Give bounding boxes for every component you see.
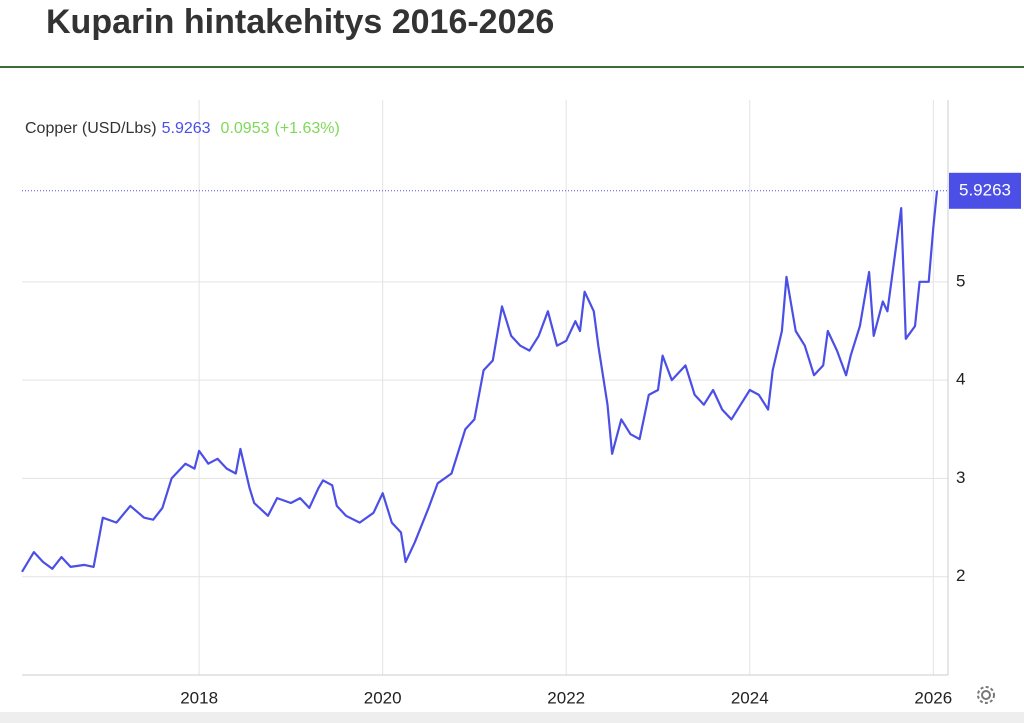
legend-text: 0.0953 — [221, 120, 270, 137]
x-tick-label: 2020 — [364, 688, 402, 707]
legend-text: (+1.63%) — [274, 120, 339, 137]
price-badge-label: 5.9263 — [959, 180, 1011, 199]
x-tick-label: 2018 — [180, 688, 218, 707]
price-line — [21, 190, 939, 573]
title-rule — [0, 66, 1024, 68]
x-tick-label: 2022 — [547, 688, 585, 707]
page-title: Kuparin hintakehitys 2016-2026 — [46, 3, 554, 41]
y-tick-label: 2 — [956, 566, 965, 585]
legend-text: Copper (USD/Lbs) — [25, 120, 157, 137]
y-tick-label: 5 — [956, 271, 965, 290]
y-tick-label: 4 — [956, 370, 965, 389]
x-tick-label: 2026 — [914, 688, 952, 707]
settings-icon[interactable] — [977, 686, 995, 704]
y-tick-label: 3 — [956, 468, 965, 487]
bottom-strip — [0, 712, 1024, 723]
legend-text: 5.9263 — [162, 120, 211, 137]
x-tick-label: 2024 — [731, 688, 769, 707]
price-badge — [949, 172, 1021, 209]
